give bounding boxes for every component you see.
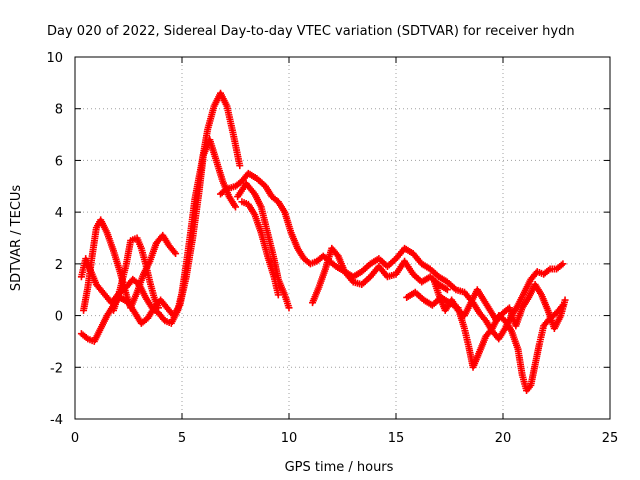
data-point: [559, 260, 567, 268]
data-point: [232, 203, 239, 211]
series-track-d: [110, 234, 162, 314]
x-tick-label: 20: [495, 431, 512, 446]
y-tick-label: 2: [55, 258, 63, 273]
x-tick-label: 25: [602, 431, 619, 446]
data-point: [154, 304, 162, 312]
axis-ticks: 0 5 10 15 20 25 -4 -2 0 2 4 6 8 10: [46, 51, 618, 446]
series-track-b: [77, 136, 239, 345]
x-tick-label: 0: [71, 431, 79, 446]
data-point: [285, 304, 293, 312]
x-tick-label: 15: [388, 431, 405, 446]
x-axis-label: GPS time / hours: [285, 460, 394, 475]
chart-title: Day 020 of 2022, Sidereal Day-to-day VTE…: [47, 24, 575, 39]
series-track-j: [431, 278, 569, 332]
data-point: [274, 291, 282, 299]
data-point: [561, 296, 569, 304]
plot-frame: [74, 56, 611, 420]
series-track-h: [309, 244, 451, 307]
y-tick-label: 8: [55, 103, 63, 118]
x-tick-label: 5: [178, 431, 186, 446]
data-point: [443, 286, 451, 294]
data-point: [236, 162, 244, 170]
series-track-c: [80, 216, 180, 314]
grid-lines: [75, 57, 610, 419]
y-axis-label: SDTVAR / TECUs: [9, 185, 24, 292]
data-marks: [77, 89, 569, 395]
y-tick-label: 10: [46, 51, 63, 66]
y-tick-label: 4: [55, 206, 63, 221]
y-tick-label: 0: [55, 310, 63, 325]
x-tick-label: 10: [281, 431, 298, 446]
series-track-g: [238, 198, 282, 299]
series-track-a: [77, 89, 244, 327]
y-tick-label: -2: [50, 361, 63, 376]
y-tick-label: -4: [50, 413, 63, 428]
y-tick-label: 6: [55, 154, 63, 169]
data-point: [172, 250, 180, 258]
